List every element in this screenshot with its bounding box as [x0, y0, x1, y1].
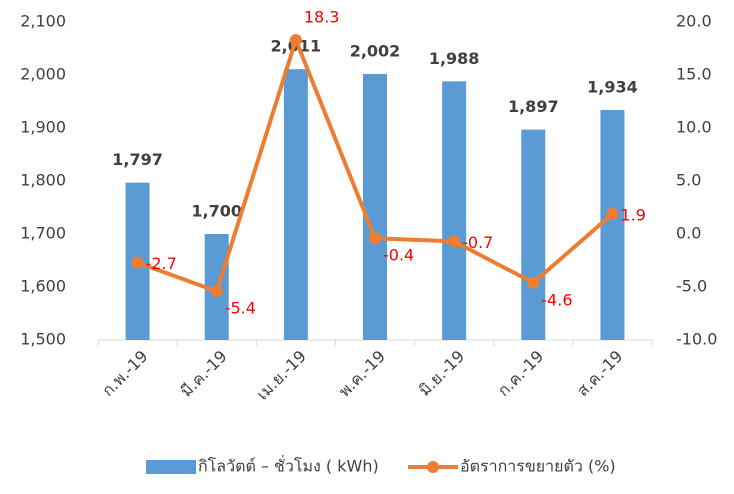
y2-tick-label: -5.0 [676, 277, 707, 296]
line-value-label: -5.4 [225, 299, 256, 318]
bar [521, 129, 546, 340]
line-marker [448, 235, 461, 248]
x-tick-label: มิ.ย.-19 [415, 347, 468, 400]
line-marker [131, 256, 144, 269]
x-tick-label: พ.ค.-19 [335, 347, 389, 401]
line-value-label: -2.7 [146, 254, 177, 273]
bar-value-label: 1,797 [112, 150, 163, 169]
legend-label: กิโลวัตต์ – ชั่วโมง ( kWh) [198, 455, 379, 476]
bar-value-label: 1,988 [429, 49, 480, 68]
legend-marker [427, 461, 439, 473]
y-tick-label: 1,900 [20, 118, 66, 137]
y-tick-label: 1,800 [20, 171, 66, 190]
bar [283, 69, 308, 341]
x-tick-label: ก.พ.-19 [98, 347, 151, 400]
line-value-label: -0.4 [383, 246, 414, 265]
line-value-label: -4.6 [541, 290, 572, 309]
y-tick-label: 2,000 [20, 65, 66, 84]
y-tick-label: 1,700 [20, 224, 66, 243]
y2-tick-label: 10.0 [676, 118, 712, 137]
line-marker [289, 34, 302, 47]
bar [363, 73, 387, 340]
y-tick-label: 2,100 [20, 12, 66, 31]
y-tick-label: 1,500 [20, 330, 66, 349]
line-value-label: 18.3 [304, 8, 340, 27]
y2-tick-label: 5.0 [676, 171, 701, 190]
bar [600, 109, 625, 340]
y-tick-label: 1,600 [20, 277, 66, 296]
line-marker [527, 276, 540, 289]
line-value-label: -0.7 [462, 233, 493, 252]
y2-tick-label: 20.0 [676, 12, 712, 31]
bar-value-label: 2,002 [350, 41, 401, 60]
line-marker [210, 285, 223, 298]
bar-value-label: 1,934 [587, 77, 638, 96]
bar-value-label: 1,700 [191, 202, 242, 221]
y2-tick-label: 0.0 [676, 224, 701, 243]
y2-tick-label: -10.0 [676, 330, 717, 349]
x-tick-label: มี.ค.-19 [177, 347, 231, 401]
line-value-label: 1.9 [620, 205, 645, 224]
line-marker [369, 232, 381, 245]
bar [442, 81, 467, 341]
legend-label: อัตราการขยายตัว (%) [460, 457, 616, 476]
x-tick-label: ก.ค.-19 [494, 347, 548, 401]
y2-tick-label: 15.0 [676, 65, 712, 84]
x-tick-label: เม.ย.-19 [253, 347, 310, 404]
line-marker [606, 207, 619, 220]
x-tick-label: ส.ค.-19 [573, 347, 627, 401]
legend-swatch [146, 460, 196, 474]
bar-value-label: 1,897 [508, 97, 559, 116]
